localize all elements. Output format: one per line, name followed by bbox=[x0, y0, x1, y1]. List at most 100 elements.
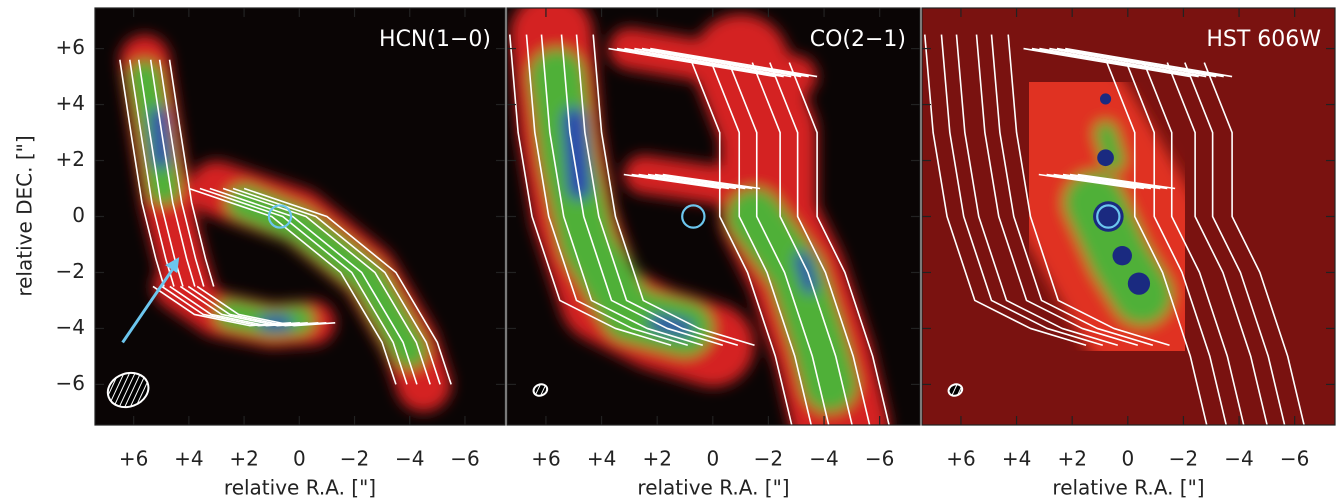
contour bbox=[158, 59, 205, 287]
emission-region bbox=[608, 27, 818, 98]
beam bbox=[532, 383, 549, 397]
x-tick-label: −2 bbox=[754, 447, 783, 471]
x-tick-label: −2 bbox=[340, 447, 369, 471]
contour bbox=[955, 34, 1119, 347]
contour bbox=[940, 34, 1104, 347]
contour bbox=[990, 34, 1154, 347]
y-tick-label: +2 bbox=[56, 147, 85, 171]
contour bbox=[616, 47, 784, 78]
x-tick-label: +4 bbox=[1002, 447, 1031, 471]
contour bbox=[624, 47, 792, 78]
beam bbox=[947, 383, 964, 397]
panel-title: HST 606W bbox=[1206, 27, 1321, 52]
contour bbox=[647, 173, 746, 190]
x-tick-label: 0 bbox=[293, 447, 306, 471]
x-tick-label: −2 bbox=[1169, 447, 1198, 471]
x-tick-label: +2 bbox=[1057, 447, 1086, 471]
x-axis-label: relative R.A. ["] bbox=[637, 476, 789, 500]
contour bbox=[232, 187, 441, 385]
dark-knot bbox=[1099, 93, 1112, 105]
dark-knot bbox=[1097, 149, 1114, 167]
y-tick-label: −4 bbox=[56, 315, 85, 339]
contour bbox=[1038, 173, 1137, 190]
contour bbox=[769, 62, 871, 425]
contour bbox=[1056, 47, 1224, 78]
panel-title: HCN(1−0) bbox=[379, 27, 491, 52]
contour bbox=[654, 173, 753, 190]
contour bbox=[1062, 173, 1161, 190]
contour bbox=[1106, 62, 1208, 425]
contour bbox=[751, 62, 853, 425]
contour bbox=[788, 62, 890, 425]
x-tick-label: −4 bbox=[1224, 447, 1253, 471]
nucleus-marker bbox=[1096, 204, 1121, 229]
x-tick-label: +6 bbox=[531, 447, 560, 471]
contour bbox=[196, 285, 336, 327]
image bbox=[922, 8, 1335, 425]
contour bbox=[662, 173, 761, 190]
x-tick-label: −6 bbox=[1280, 447, 1309, 471]
contour bbox=[1046, 173, 1145, 190]
contour bbox=[1065, 47, 1233, 78]
beam bbox=[106, 371, 150, 409]
y-tick-label: +4 bbox=[56, 91, 85, 115]
emission bbox=[119, 34, 452, 413]
x-tick-label: +4 bbox=[174, 447, 203, 471]
contour bbox=[1203, 62, 1305, 425]
contour bbox=[168, 59, 215, 287]
x-tick-label: −4 bbox=[809, 447, 838, 471]
contour bbox=[1007, 34, 1170, 347]
contour bbox=[1049, 47, 1217, 78]
y-tick-label: 0 bbox=[72, 203, 85, 227]
emission-region bbox=[726, 188, 858, 413]
contour bbox=[188, 187, 397, 385]
x-axis-label: relative R.A. ["] bbox=[224, 476, 376, 500]
contour bbox=[634, 47, 802, 78]
contour bbox=[1166, 62, 1268, 425]
contour bbox=[631, 173, 730, 190]
contour bbox=[710, 62, 813, 425]
contour bbox=[650, 47, 818, 78]
contour bbox=[222, 187, 431, 385]
contour bbox=[575, 34, 739, 347]
nucleus-marker bbox=[267, 204, 293, 229]
contour bbox=[691, 62, 793, 425]
contour bbox=[608, 47, 776, 78]
contour bbox=[1031, 47, 1199, 78]
x-tick-label: +2 bbox=[642, 447, 671, 471]
y-tick-label: −2 bbox=[56, 259, 85, 283]
contour bbox=[1069, 173, 1168, 190]
contour bbox=[1077, 173, 1176, 190]
contour bbox=[1184, 62, 1286, 425]
image bbox=[507, 8, 920, 425]
nucleus-marker bbox=[681, 204, 706, 229]
dark-knot bbox=[1112, 245, 1132, 266]
contour bbox=[641, 47, 809, 78]
emission-region bbox=[150, 107, 170, 169]
contour bbox=[1039, 47, 1207, 78]
y-axis-label: relative DEC. ["] bbox=[13, 135, 37, 296]
contour bbox=[728, 62, 830, 425]
y-tick-label: +6 bbox=[56, 35, 85, 59]
contour bbox=[149, 59, 196, 287]
y-tick-label: −6 bbox=[56, 371, 85, 395]
x-tick-label: −6 bbox=[865, 447, 894, 471]
x-tick-label: −4 bbox=[395, 447, 424, 471]
panel-title: CO(2−1) bbox=[810, 27, 906, 52]
contour bbox=[923, 34, 1087, 347]
contour bbox=[560, 34, 724, 347]
image bbox=[95, 8, 505, 425]
x-tick-label: +6 bbox=[946, 447, 975, 471]
contour bbox=[1125, 62, 1228, 425]
contour bbox=[623, 173, 722, 190]
contour bbox=[592, 34, 755, 347]
contour bbox=[1143, 62, 1245, 425]
x-tick-label: 0 bbox=[1121, 447, 1134, 471]
contour bbox=[199, 187, 408, 385]
arrow bbox=[121, 268, 174, 344]
x-tick-label: +4 bbox=[587, 447, 616, 471]
emission-region bbox=[226, 184, 428, 369]
contour bbox=[1053, 173, 1152, 190]
x-axis-label: relative R.A. ["] bbox=[1052, 476, 1204, 500]
